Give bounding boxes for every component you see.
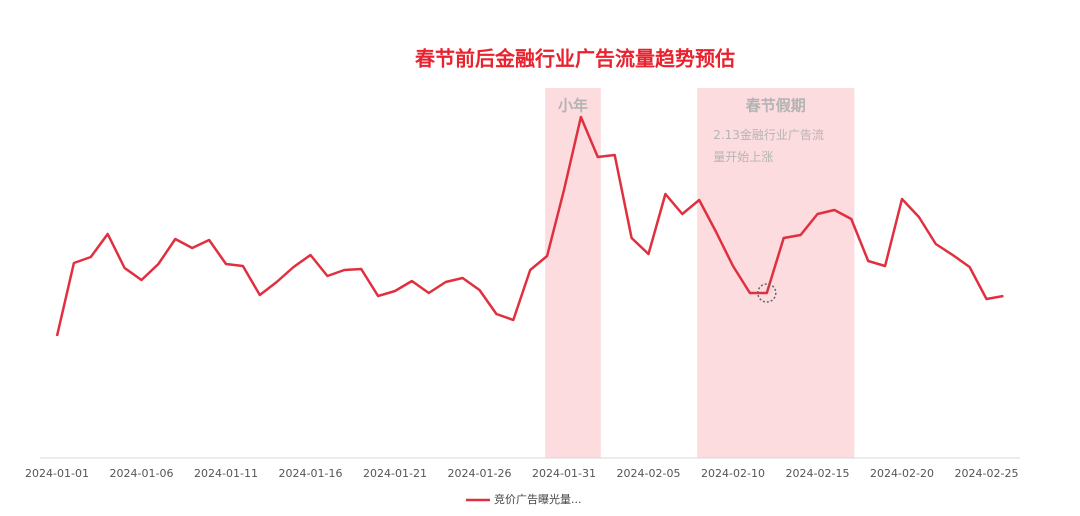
data-line — [55, 115, 1004, 337]
x-tick-label: 2024-02-20 — [870, 467, 934, 480]
x-tick-label: 2024-01-31 — [532, 467, 596, 480]
x-tick-label: 2024-01-01 — [25, 467, 89, 480]
x-tick-label: 2024-01-21 — [363, 467, 427, 480]
x-tick-label: 2024-02-05 — [617, 467, 681, 480]
chart-title: 春节前后金融行业广告流量趋势预估 — [414, 47, 735, 71]
band-label: 小年 — [558, 97, 588, 115]
x-tick-label: 2024-02-15 — [786, 467, 850, 480]
band-note: 2.13金融行业广告流量开始上涨 — [713, 128, 824, 164]
x-tick-label: 2024-02-10 — [701, 467, 765, 480]
x-tick-label: 2024-01-06 — [110, 467, 174, 480]
highlight-circle — [757, 283, 777, 303]
x-tick-label: 2024-01-26 — [448, 467, 512, 480]
x-tick-label: 2024-01-16 — [279, 467, 343, 480]
legend-label: 竞价广告曝光量... — [494, 492, 582, 506]
band-label: 春节假期 — [746, 97, 806, 115]
x-tick-label: 2024-01-11 — [194, 467, 258, 480]
x-tick-label: 2024-02-25 — [955, 467, 1019, 480]
highlight-band — [697, 88, 855, 458]
